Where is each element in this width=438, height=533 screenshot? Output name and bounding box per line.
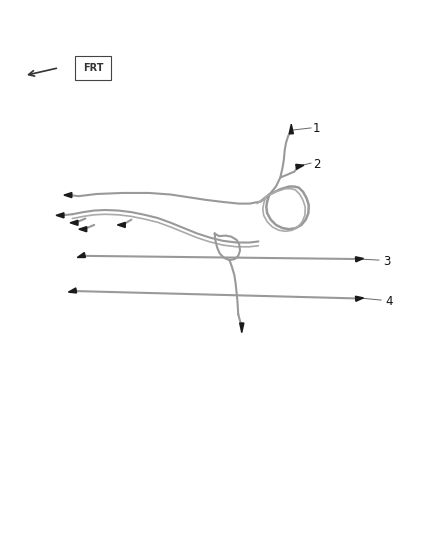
Text: 2: 2 — [313, 158, 321, 171]
Polygon shape — [68, 288, 77, 293]
Polygon shape — [240, 323, 244, 333]
Polygon shape — [56, 213, 64, 218]
Polygon shape — [289, 124, 293, 134]
Polygon shape — [77, 253, 85, 257]
Text: 4: 4 — [385, 295, 393, 308]
Polygon shape — [356, 257, 364, 262]
Polygon shape — [64, 192, 72, 198]
Text: 3: 3 — [383, 255, 391, 268]
Polygon shape — [70, 220, 78, 225]
FancyBboxPatch shape — [75, 56, 111, 80]
Polygon shape — [356, 296, 364, 301]
Polygon shape — [296, 164, 304, 169]
Text: FRT: FRT — [83, 63, 103, 73]
Polygon shape — [79, 227, 87, 232]
Polygon shape — [117, 222, 125, 228]
Text: 1: 1 — [313, 123, 321, 135]
